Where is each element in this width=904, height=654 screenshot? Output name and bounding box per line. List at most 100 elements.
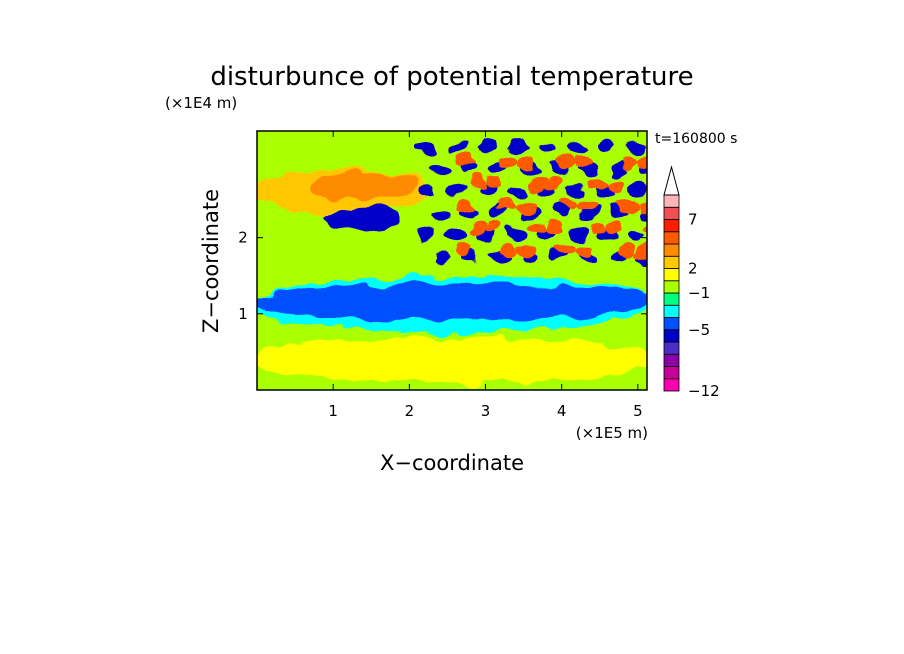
colorbar-level-swatch xyxy=(663,255,680,269)
colorbar-level-swatch xyxy=(663,243,680,257)
plot-frame xyxy=(256,130,648,391)
field-region-wave-warm-cells xyxy=(486,177,505,190)
colorbar-level-swatch xyxy=(663,280,680,294)
field-region-wave-warm-cells xyxy=(636,155,647,168)
field-region-wave-warm-cells xyxy=(516,155,535,168)
field-region-wave-cold-cells xyxy=(627,228,646,241)
colorbar-extend-arrow xyxy=(663,165,680,196)
field-region-wave-cold-cells xyxy=(567,184,586,197)
x-tick-label: 1 xyxy=(328,402,338,420)
field-region-wave-warm-cells xyxy=(606,177,625,190)
colorbar-tick-label: 2 xyxy=(688,260,698,278)
y-axis: 12 xyxy=(238,229,647,323)
x-axis: 1 2 3 4 5 xyxy=(328,131,643,420)
field-region-wave-warm-cells xyxy=(498,243,517,256)
x-axis-label: X−coordinate xyxy=(380,451,524,475)
field-region-wave-warm-cells xyxy=(516,243,535,256)
field-region-wave-cold-cells xyxy=(537,140,556,153)
field-region-wave-warm-cells xyxy=(546,221,565,234)
y-axis-label: Z−coordinate xyxy=(199,189,223,333)
x-tick-label: 3 xyxy=(481,402,491,420)
field-region-wave-warm-cells xyxy=(528,177,547,190)
field-region-wave-cold-cells xyxy=(507,228,526,241)
field-region-wave-cold-cells xyxy=(447,140,466,153)
colorbar-level-swatch xyxy=(663,341,680,355)
field-region-wave-warm-cells xyxy=(576,199,595,212)
field-region-wave-cold-cells xyxy=(597,140,616,153)
field-region-mid-blue-layer xyxy=(257,283,647,322)
field-region-wave-warm-cells xyxy=(456,243,475,256)
field-region-wave-warm-cells xyxy=(618,243,637,256)
field-region-wave-warm-cells xyxy=(576,155,595,168)
field-region-wave-warm-cells xyxy=(456,155,475,168)
field-region-upper-warm-core xyxy=(311,172,416,200)
x-tick-label: 2 xyxy=(405,402,415,420)
y-tick-label: 1 xyxy=(238,305,248,323)
colorbar-level-swatch xyxy=(663,219,680,233)
field-region-wave-warm-cells xyxy=(636,199,647,212)
field-region-wave-warm-cells xyxy=(648,222,666,234)
field-region-wave-cold-cells xyxy=(447,228,466,241)
field-region-wave-warm-cells xyxy=(588,221,607,234)
chart-title: disturbunce of potential temperature xyxy=(210,62,693,92)
field-region-wave-cold-cells xyxy=(429,250,448,263)
colorbar-tick-label: 7 xyxy=(688,211,698,229)
field-region-wave-cold-cells xyxy=(507,184,526,197)
field-region-wave-cold-cells xyxy=(627,140,646,153)
colorbar-tick-label: −12 xyxy=(688,382,720,400)
time-label: t=160800 s xyxy=(655,131,737,147)
field-region-wave-warm-cells xyxy=(546,177,565,190)
field-region-lower-yellow-band xyxy=(257,336,647,383)
field-region-wave-warm-cells xyxy=(648,178,666,190)
field-region-wave-warm-cells xyxy=(498,155,517,168)
field-region-wave-warm-cells xyxy=(558,155,577,168)
x-tick-label: 4 xyxy=(557,402,567,420)
field-region-wave-cold-cells xyxy=(429,162,448,175)
field-region-wave-warm-cells xyxy=(558,243,577,256)
colorbar-level-swatch xyxy=(663,194,680,208)
field-region-wave-cold-cells xyxy=(417,228,436,241)
field-region-wave-cold-cells xyxy=(507,140,526,153)
colorbar-tick-label: −5 xyxy=(688,321,710,339)
colorbar-level-swatch xyxy=(663,304,680,318)
colorbar-level-swatch xyxy=(663,292,680,306)
field-region-wave-cold-cells xyxy=(417,140,436,153)
field-region-wave-warm-cells xyxy=(636,243,647,256)
field-region-wave-cold-cells xyxy=(417,184,436,197)
colorbar-level-swatch xyxy=(663,378,680,392)
contour-field xyxy=(257,131,666,390)
colorbar-level-swatch xyxy=(663,231,680,245)
field-region-wave-cold-cells xyxy=(567,140,586,153)
x-tick-label: 5 xyxy=(633,402,643,420)
field-region-wave-warm-cells xyxy=(606,221,625,234)
colorbar: −12−5−127 xyxy=(663,165,720,400)
field-region-wave-warm-cells xyxy=(528,221,547,234)
field-region-wave-warm-cells xyxy=(516,199,535,212)
field-region-wave-warm-cells xyxy=(486,221,505,234)
field-region-wave-cold-cells xyxy=(627,184,646,197)
y-scale-label: (×1E4 m) xyxy=(165,94,237,112)
colorbar-tick-label: −1 xyxy=(688,284,710,302)
field-region-wave-cold-cells xyxy=(429,206,448,219)
field-region-upper-cold-core xyxy=(327,207,401,231)
colorbar-level-swatch xyxy=(663,366,680,380)
field-region-wave-warm-cells xyxy=(456,199,475,212)
colorbar-level-swatch xyxy=(663,353,680,367)
field-region-wave-cold-cells xyxy=(477,140,496,153)
field-region-wave-warm-cells xyxy=(558,199,577,212)
field-region-wave-warm-cells xyxy=(588,177,607,190)
field-region-wave-warm-cells xyxy=(576,243,595,256)
colorbar-level-swatch xyxy=(663,206,680,220)
field-region-wave-cold-cells xyxy=(447,184,466,197)
colorbar-level-swatch xyxy=(663,329,680,343)
field-region-wave-warm-cells xyxy=(618,155,637,168)
field-region-wave-warm-cells xyxy=(468,177,487,190)
colorbar-level-swatch xyxy=(663,317,680,331)
colorbar-level-swatch xyxy=(663,268,680,282)
field-region-wave-warm-cells xyxy=(498,199,517,212)
field-region-wave-warm-cells xyxy=(468,221,487,234)
field-region-wave-warm-cells xyxy=(618,199,637,212)
x-scale-label: (×1E5 m) xyxy=(576,424,648,442)
field-region-wave-cold-cells xyxy=(567,228,586,241)
